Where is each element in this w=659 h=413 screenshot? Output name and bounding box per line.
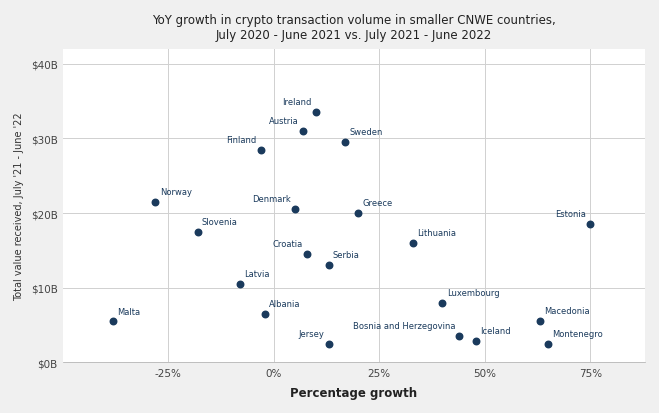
Text: Denmark: Denmark <box>252 195 291 204</box>
X-axis label: Percentage growth: Percentage growth <box>290 386 417 399</box>
Point <box>298 128 308 135</box>
Text: Norway: Norway <box>159 188 192 197</box>
Point <box>108 318 119 325</box>
Text: Estonia: Estonia <box>555 210 586 219</box>
Point <box>150 199 161 206</box>
Point <box>353 210 363 217</box>
Point <box>289 206 300 213</box>
Point <box>310 110 321 116</box>
Text: Jersey: Jersey <box>299 329 324 338</box>
Text: Albania: Albania <box>270 299 301 308</box>
Text: Latvia: Latvia <box>244 269 270 278</box>
Text: Bosnia and Herzegovina: Bosnia and Herzegovina <box>353 321 455 330</box>
Point <box>471 338 482 345</box>
Text: Austria: Austria <box>270 117 299 126</box>
Point <box>585 221 596 228</box>
Text: Montenegro: Montenegro <box>552 329 603 338</box>
Title: YoY growth in crypto transaction volume in smaller CNWE countries,
July 2020 - J: YoY growth in crypto transaction volume … <box>152 14 556 42</box>
Point <box>437 299 447 306</box>
Point <box>302 251 312 258</box>
Text: Ireland: Ireland <box>282 98 312 107</box>
Text: Luxembourg: Luxembourg <box>447 288 500 297</box>
Point <box>192 229 203 235</box>
Point <box>235 281 245 287</box>
Text: Sweden: Sweden <box>350 128 383 137</box>
Point <box>324 262 334 269</box>
Text: Lithuania: Lithuania <box>417 228 456 237</box>
Point <box>408 240 418 247</box>
Text: Croatia: Croatia <box>273 240 303 249</box>
Text: Iceland: Iceland <box>480 327 511 335</box>
Text: Malta: Malta <box>117 307 140 316</box>
Point <box>454 333 465 339</box>
Text: Greece: Greece <box>362 199 393 208</box>
Text: Macedonia: Macedonia <box>544 306 589 316</box>
Text: Slovenia: Slovenia <box>202 217 238 226</box>
Point <box>543 340 554 347</box>
Text: Serbia: Serbia <box>333 251 360 260</box>
Point <box>324 340 334 347</box>
Point <box>340 140 351 146</box>
Point <box>256 147 266 154</box>
Text: Finland: Finland <box>227 135 257 145</box>
Y-axis label: Total value received, July '21 - June '22: Total value received, July '21 - June '2… <box>14 112 24 300</box>
Point <box>534 318 545 325</box>
Point <box>260 311 270 317</box>
